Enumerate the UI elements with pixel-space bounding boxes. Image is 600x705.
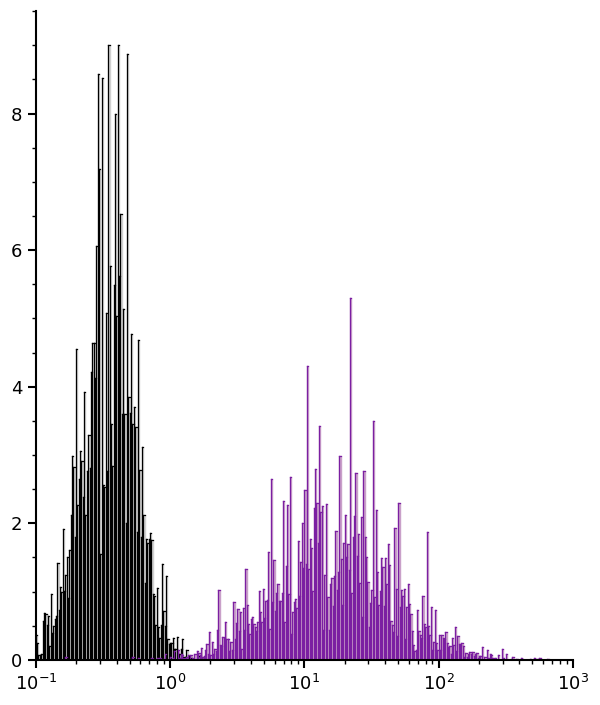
Polygon shape — [36, 298, 573, 660]
Polygon shape — [36, 45, 573, 660]
